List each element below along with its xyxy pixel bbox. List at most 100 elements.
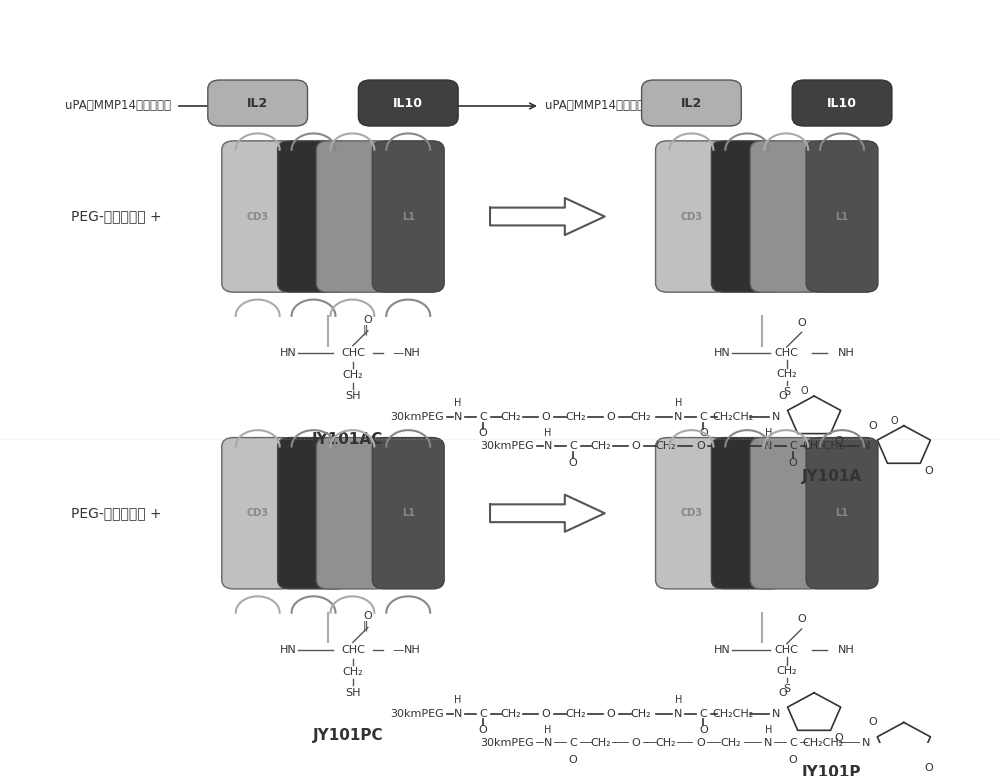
Text: CH₂: CH₂ (501, 708, 521, 719)
Text: O: O (800, 386, 808, 396)
Text: C: C (569, 442, 577, 452)
Text: H: H (544, 725, 552, 735)
FancyBboxPatch shape (656, 438, 727, 589)
Text: ‖: ‖ (363, 621, 369, 631)
Text: O: O (568, 754, 577, 764)
Text: O: O (869, 718, 877, 727)
Text: N: N (862, 738, 870, 748)
Text: C: C (700, 708, 707, 719)
Text: O: O (699, 428, 708, 438)
Text: O: O (869, 421, 877, 431)
Text: O: O (363, 611, 372, 622)
Text: HN: HN (714, 348, 730, 358)
FancyBboxPatch shape (317, 141, 388, 293)
Text: NH: NH (838, 645, 855, 655)
Text: CHC: CHC (775, 348, 799, 358)
Text: CH₂: CH₂ (590, 738, 611, 748)
Text: O: O (479, 725, 487, 735)
Text: CD3: CD3 (247, 508, 269, 518)
Text: O: O (835, 733, 843, 743)
Text: N: N (772, 412, 780, 422)
Text: H: H (454, 695, 462, 705)
Text: CD3: CD3 (680, 212, 702, 221)
Text: HN: HN (714, 645, 730, 655)
Text: CH₂: CH₂ (590, 442, 611, 452)
Text: O: O (541, 412, 550, 422)
Text: IL2: IL2 (247, 96, 268, 109)
Text: O: O (779, 391, 788, 401)
Text: CH₂CH₂: CH₂CH₂ (713, 412, 754, 422)
Polygon shape (490, 495, 605, 532)
Text: —: — (307, 645, 319, 655)
Text: IL10: IL10 (827, 96, 857, 109)
Text: O: O (789, 754, 798, 764)
Text: CH₂: CH₂ (343, 370, 363, 380)
Text: O: O (890, 415, 898, 425)
Text: O: O (479, 428, 487, 438)
Text: CH₂: CH₂ (655, 738, 676, 748)
Text: CHC: CHC (341, 645, 365, 655)
Text: N: N (764, 442, 772, 452)
Text: CH₂: CH₂ (776, 369, 797, 379)
Text: —: — (392, 348, 403, 358)
Text: H: H (454, 398, 462, 408)
Text: CH₂CH₂: CH₂CH₂ (802, 738, 844, 748)
Text: 30kmPEG: 30kmPEG (390, 412, 444, 422)
Text: O: O (924, 763, 933, 773)
Text: NH: NH (404, 348, 421, 358)
Text: CH₂: CH₂ (565, 412, 586, 422)
Text: H: H (765, 428, 772, 438)
Text: C: C (479, 708, 487, 719)
FancyBboxPatch shape (750, 141, 822, 293)
Text: CH₂: CH₂ (630, 412, 651, 422)
FancyBboxPatch shape (806, 438, 878, 589)
FancyBboxPatch shape (372, 141, 444, 293)
Text: CH₂: CH₂ (720, 442, 741, 452)
Text: N: N (764, 738, 772, 748)
Text: L1: L1 (836, 212, 849, 221)
Text: O: O (568, 458, 577, 468)
Text: S: S (783, 684, 790, 694)
Text: O: O (631, 738, 640, 748)
Text: CHC: CHC (341, 348, 365, 358)
Text: O: O (835, 436, 843, 446)
Text: uPA或MMP14或其它底物: uPA或MMP14或其它底物 (65, 99, 171, 113)
FancyBboxPatch shape (278, 141, 349, 293)
Text: CD3: CD3 (680, 508, 702, 518)
Text: HN: HN (280, 348, 296, 358)
FancyBboxPatch shape (750, 438, 822, 589)
Text: C: C (789, 738, 797, 748)
Text: C: C (700, 412, 707, 422)
FancyBboxPatch shape (222, 141, 294, 293)
Text: CH₂: CH₂ (720, 738, 741, 748)
Text: JY101PC: JY101PC (313, 729, 383, 743)
Text: O: O (363, 314, 372, 324)
Text: L1: L1 (402, 212, 415, 221)
Text: CH₂CH₂: CH₂CH₂ (802, 442, 844, 452)
Text: uPA或MMP14或其它底物: uPA或MMP14或其它底物 (545, 99, 651, 113)
Text: CH₂: CH₂ (655, 442, 676, 452)
Text: O: O (606, 708, 615, 719)
Text: O: O (797, 615, 806, 625)
Text: IL10: IL10 (393, 96, 423, 109)
Text: N: N (674, 412, 683, 422)
Text: CH₂: CH₂ (343, 667, 363, 677)
FancyBboxPatch shape (222, 438, 294, 589)
FancyBboxPatch shape (656, 141, 727, 293)
Text: N: N (772, 708, 780, 719)
Text: ‖: ‖ (363, 324, 369, 334)
FancyBboxPatch shape (358, 80, 458, 126)
Text: CD3: CD3 (247, 212, 269, 221)
FancyBboxPatch shape (642, 80, 741, 126)
Text: JY101AC: JY101AC (312, 431, 384, 446)
Text: O: O (631, 442, 640, 452)
Text: N: N (674, 708, 683, 719)
Text: O: O (797, 317, 806, 327)
Text: C: C (569, 738, 577, 748)
Polygon shape (490, 198, 605, 235)
Text: CH₂: CH₂ (776, 666, 797, 676)
Text: N: N (454, 412, 462, 422)
Text: O: O (696, 442, 705, 452)
Text: L1: L1 (402, 508, 415, 518)
Text: 30kmPEG: 30kmPEG (480, 442, 534, 452)
